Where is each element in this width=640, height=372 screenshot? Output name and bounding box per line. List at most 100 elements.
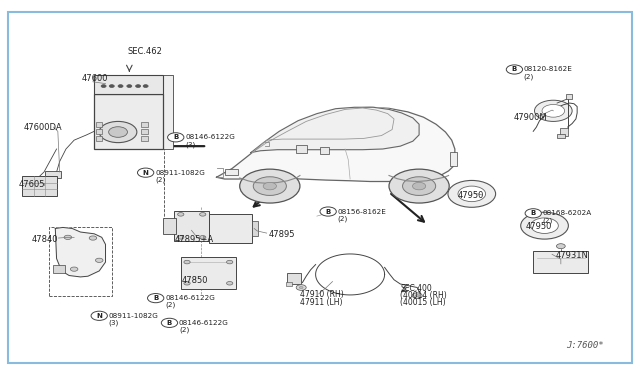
Bar [163,75,173,149]
Text: (40014 (RH): (40014 (RH) [400,291,447,300]
Circle shape [200,235,206,239]
Bar [96,136,102,141]
Bar [22,176,56,196]
Bar [141,122,148,127]
Circle shape [227,282,233,285]
Bar [287,273,301,284]
Circle shape [320,207,336,216]
Text: 08911-1082G: 08911-1082G [109,313,159,319]
Text: B: B [173,134,179,140]
Text: (3): (3) [185,141,195,148]
Text: B: B [153,295,158,301]
Text: 08168-6202A: 08168-6202A [543,210,592,216]
Circle shape [91,311,108,320]
Bar [252,221,258,235]
Bar [566,93,572,99]
Circle shape [64,235,72,240]
Text: 47931N: 47931N [556,250,588,260]
Circle shape [412,182,426,190]
Circle shape [70,267,78,271]
Circle shape [138,168,154,177]
Text: (2): (2) [524,73,534,80]
Text: 47910 (RH): 47910 (RH) [300,290,344,299]
Bar [96,129,102,134]
Text: B: B [167,320,172,326]
Circle shape [109,127,127,137]
Text: J:7600*: J:7600* [566,341,604,350]
Text: B: B [531,210,536,216]
Circle shape [531,218,558,234]
Circle shape [525,209,541,218]
Text: B: B [326,209,331,215]
Circle shape [178,213,184,216]
Polygon shape [251,107,419,153]
Text: N: N [96,313,102,319]
Circle shape [296,285,306,290]
Circle shape [448,180,495,207]
Text: 47600: 47600 [82,74,108,83]
Bar [163,218,176,234]
Polygon shape [216,107,455,182]
Text: B: B [512,67,517,73]
Circle shape [556,244,565,248]
Bar [45,171,61,178]
Circle shape [95,258,103,262]
Circle shape [184,282,190,285]
Circle shape [184,260,190,264]
Circle shape [458,186,486,202]
Circle shape [389,169,449,203]
Text: 47950: 47950 [525,222,552,231]
Bar [450,152,458,166]
Circle shape [143,85,148,87]
Circle shape [127,85,132,87]
Text: (2): (2) [156,176,166,183]
Text: (40015 (LH): (40015 (LH) [400,298,446,307]
Bar [320,147,330,154]
Bar [43,177,51,181]
Circle shape [506,65,523,74]
Polygon shape [55,227,106,277]
Text: 08156-8162E: 08156-8162E [337,209,387,215]
Circle shape [521,212,568,239]
Circle shape [403,177,436,195]
Bar [180,257,236,289]
Circle shape [542,105,564,117]
Text: (2): (2) [543,217,553,224]
Bar [54,264,65,273]
Bar [175,211,209,241]
Text: SEC.462: SEC.462 [127,47,163,56]
Bar [533,251,588,273]
Text: (2): (2) [179,327,189,333]
Circle shape [148,294,164,303]
Circle shape [300,286,303,289]
Text: 08146-6122G: 08146-6122G [185,134,235,140]
Text: 08146-6122G: 08146-6122G [165,295,215,301]
Text: 47840: 47840 [31,235,58,244]
Text: N: N [143,170,148,176]
Circle shape [89,236,97,240]
Circle shape [253,177,286,195]
Text: (3): (3) [109,320,119,326]
Bar [94,75,163,94]
Circle shape [534,100,572,121]
Bar [209,214,252,243]
Circle shape [412,293,422,298]
Circle shape [118,85,123,87]
Text: 47950: 47950 [458,191,484,200]
Circle shape [99,121,137,142]
Text: 47895+A: 47895+A [175,235,214,244]
Bar [560,128,568,135]
Text: 47850: 47850 [182,276,209,285]
Bar [96,122,102,127]
Bar [296,145,307,153]
Text: 47600DA: 47600DA [24,123,63,132]
Bar [49,227,112,296]
Text: 47895: 47895 [269,230,295,239]
Circle shape [200,213,206,216]
Circle shape [263,182,276,190]
Circle shape [161,318,178,327]
Text: 08120-8162E: 08120-8162E [524,67,573,73]
Text: SEC.400: SEC.400 [400,284,432,293]
Text: 47605: 47605 [19,180,45,189]
Circle shape [168,133,184,142]
